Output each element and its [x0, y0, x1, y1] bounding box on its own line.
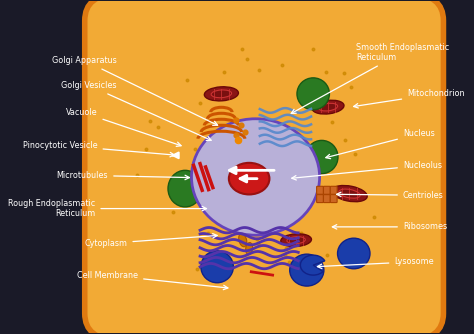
Point	[244, 179, 252, 185]
Point	[255, 242, 263, 247]
Point	[340, 70, 348, 75]
Point	[133, 172, 141, 178]
FancyBboxPatch shape	[323, 186, 330, 194]
Point	[178, 187, 186, 192]
Point	[235, 138, 242, 143]
Text: Smooth Endoplasmatic
Reticulum: Smooth Endoplasmatic Reticulum	[291, 42, 449, 114]
Text: Vacuole: Vacuole	[66, 108, 181, 146]
Text: Mitochondrion: Mitochondrion	[354, 89, 465, 108]
Point	[264, 121, 272, 126]
Ellipse shape	[297, 78, 329, 110]
Point	[255, 67, 263, 72]
Point	[310, 46, 317, 51]
Point	[318, 195, 325, 200]
Ellipse shape	[191, 119, 319, 235]
Point	[219, 204, 226, 209]
Point	[241, 129, 249, 135]
Point	[370, 215, 378, 220]
Ellipse shape	[281, 234, 311, 246]
FancyBboxPatch shape	[317, 195, 323, 203]
Ellipse shape	[337, 238, 370, 269]
Text: Centrioles: Centrioles	[337, 191, 444, 200]
Point	[253, 236, 260, 242]
Point	[244, 56, 251, 61]
Point	[193, 266, 201, 272]
Wedge shape	[301, 255, 325, 275]
Point	[285, 260, 293, 265]
Text: Nucleolus: Nucleolus	[292, 161, 442, 180]
Point	[237, 123, 245, 128]
Point	[352, 151, 359, 156]
Text: Microtubules: Microtubules	[57, 171, 190, 180]
Ellipse shape	[332, 185, 367, 202]
Ellipse shape	[204, 87, 238, 101]
Point	[283, 245, 290, 250]
Point	[199, 189, 206, 194]
Ellipse shape	[239, 233, 247, 247]
Text: Ribosomes: Ribosomes	[332, 222, 447, 231]
Text: Lysosome: Lysosome	[318, 257, 434, 269]
Point	[262, 182, 269, 188]
FancyBboxPatch shape	[330, 186, 337, 194]
Point	[341, 138, 349, 143]
Point	[323, 253, 330, 258]
Text: Golgi Vesicles: Golgi Vesicles	[61, 81, 211, 141]
Point	[183, 77, 191, 82]
Point	[154, 125, 162, 130]
Point	[322, 70, 329, 75]
Point	[146, 118, 154, 123]
Text: Cell Membrane: Cell Membrane	[77, 271, 228, 290]
FancyBboxPatch shape	[85, 0, 444, 334]
Point	[254, 158, 261, 164]
Point	[191, 147, 199, 152]
Point	[279, 62, 286, 67]
Ellipse shape	[229, 163, 269, 194]
Text: Pinocytotic Vesicle: Pinocytotic Vesicle	[23, 141, 174, 157]
Text: Golgi Apparatus: Golgi Apparatus	[52, 56, 218, 125]
Point	[205, 230, 212, 235]
Ellipse shape	[211, 90, 232, 98]
Point	[254, 197, 262, 202]
FancyBboxPatch shape	[330, 195, 337, 203]
Ellipse shape	[339, 189, 360, 198]
Point	[233, 133, 240, 138]
Ellipse shape	[306, 140, 338, 174]
FancyBboxPatch shape	[317, 186, 323, 194]
Point	[238, 46, 246, 51]
Point	[275, 142, 283, 147]
Ellipse shape	[312, 100, 344, 114]
Ellipse shape	[290, 254, 324, 286]
Point	[196, 101, 204, 106]
FancyBboxPatch shape	[323, 195, 330, 203]
Point	[225, 201, 232, 206]
Ellipse shape	[287, 237, 305, 244]
Text: Cytoplasm: Cytoplasm	[84, 233, 217, 248]
Point	[328, 120, 336, 125]
Ellipse shape	[201, 251, 233, 283]
Point	[281, 123, 289, 129]
Point	[210, 160, 217, 165]
Text: Rough Endoplasmatic
Reticulum: Rough Endoplasmatic Reticulum	[8, 199, 207, 218]
Point	[204, 142, 211, 147]
Ellipse shape	[319, 103, 337, 111]
Point	[220, 69, 228, 74]
Point	[331, 152, 338, 158]
Text: Nucleus: Nucleus	[326, 129, 435, 159]
Point	[169, 209, 177, 215]
Ellipse shape	[168, 170, 202, 207]
Point	[347, 85, 355, 90]
Point	[143, 147, 150, 152]
Point	[233, 118, 240, 123]
Ellipse shape	[246, 242, 253, 255]
Point	[282, 253, 289, 258]
Point	[298, 230, 305, 235]
Point	[251, 129, 259, 134]
